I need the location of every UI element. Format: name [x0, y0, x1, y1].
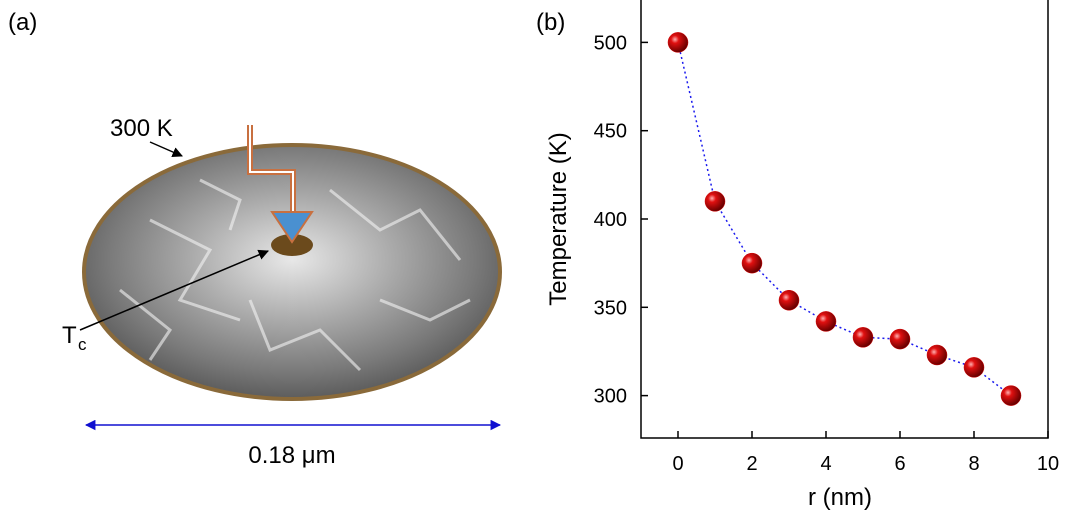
disk [82, 143, 502, 401]
edge-label: 300 K [110, 115, 173, 142]
data-point [889, 328, 911, 350]
data-point [1000, 385, 1022, 406]
hot-spot [271, 234, 313, 256]
pointer [79, 249, 269, 331]
x-tick-label: 8 [968, 453, 979, 475]
panel-label: (b) [536, 9, 565, 36]
x-axis-label: r (nm) [808, 484, 872, 511]
y-tick-label: 350 [594, 297, 627, 319]
center-label: T [62, 322, 77, 349]
x-tick-label: 10 [1037, 453, 1059, 475]
beam-core [249, 125, 294, 212]
x-tick-label: 2 [746, 453, 757, 475]
y-axis-label: Temperature (K) [545, 132, 572, 305]
data-point [926, 344, 948, 366]
center-label-sub: c [78, 335, 87, 354]
tip [270, 211, 314, 244]
y-tick-label: 450 [594, 121, 627, 143]
data-point [741, 252, 763, 274]
data-point [852, 327, 874, 348]
x-tick-label: 0 [672, 453, 683, 475]
pointer [149, 141, 183, 158]
scale-label: 0.18 μm [248, 442, 335, 469]
y-tick-label: 500 [594, 32, 627, 54]
y-tick-label: 400 [594, 209, 627, 231]
trend-line [677, 42, 1012, 397]
data-point [667, 32, 689, 53]
x-tick-label: 6 [894, 453, 905, 475]
data-point [778, 289, 800, 311]
disk-texture [119, 178, 471, 372]
axis-frame [640, 0, 1049, 439]
y-tick-label: 300 [594, 386, 627, 408]
data-point [704, 191, 726, 212]
panel-label: (a) [8, 9, 37, 36]
data-point [815, 311, 837, 332]
data-point [963, 357, 985, 378]
x-tick-label: 4 [820, 453, 831, 475]
